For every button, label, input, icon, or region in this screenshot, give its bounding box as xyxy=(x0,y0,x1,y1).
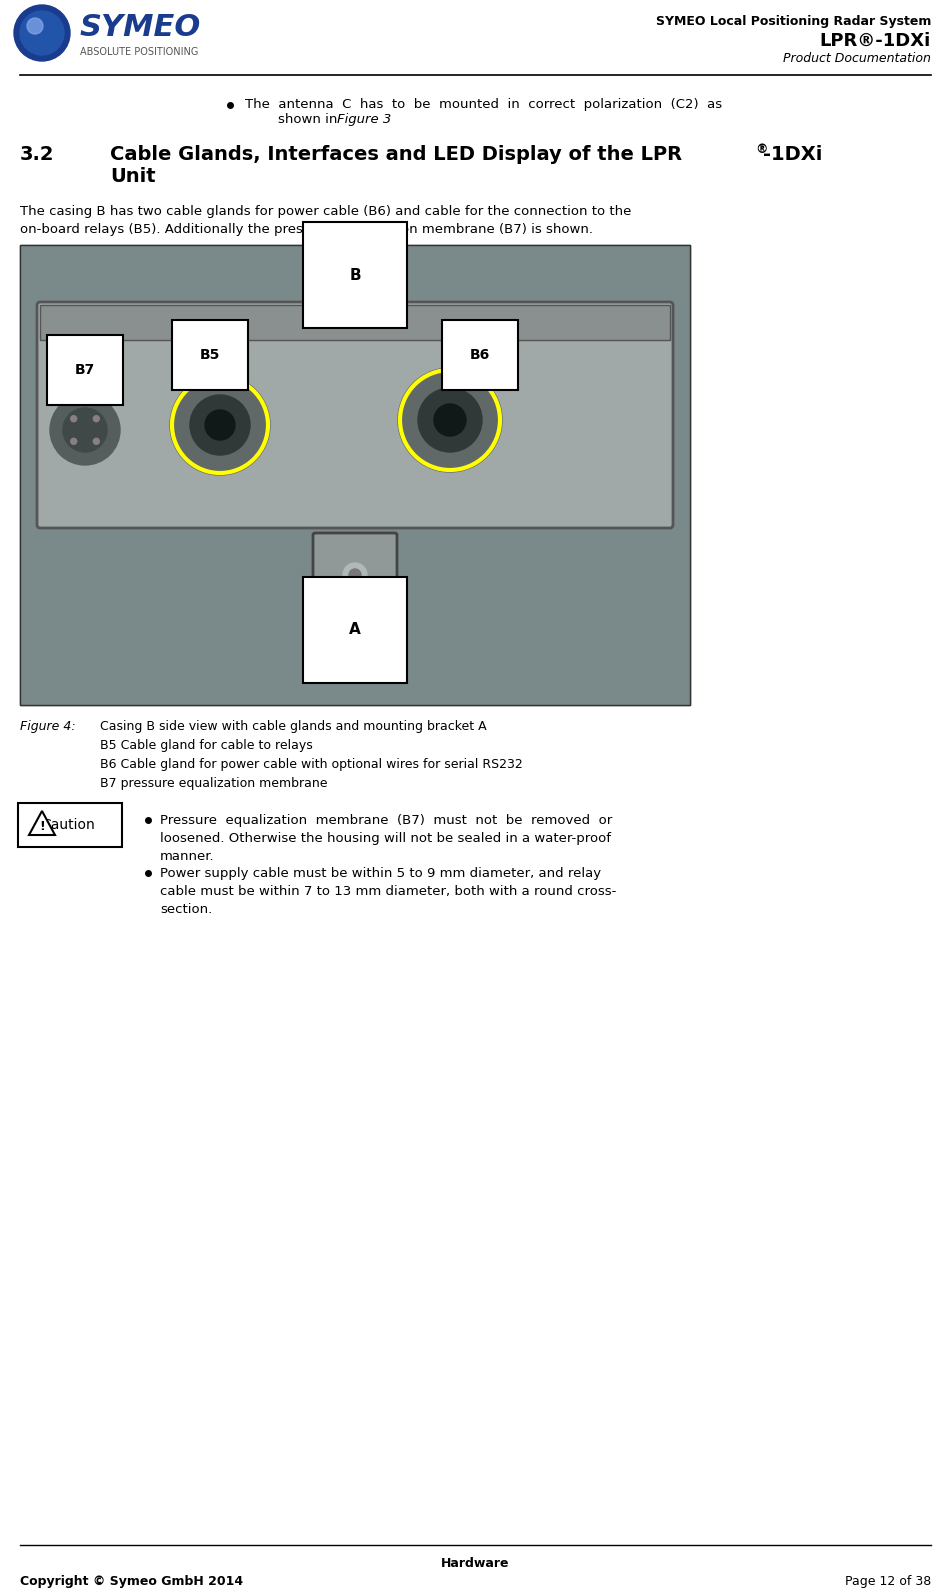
Text: Copyright © Symeo GmbH 2014: Copyright © Symeo GmbH 2014 xyxy=(20,1575,243,1588)
Circle shape xyxy=(70,416,77,422)
Circle shape xyxy=(93,438,99,444)
Text: B6: B6 xyxy=(470,347,490,362)
Text: SYMEO Local Positioning Radar System: SYMEO Local Positioning Radar System xyxy=(655,14,931,29)
Text: B7: B7 xyxy=(75,363,95,378)
Circle shape xyxy=(27,18,43,33)
Text: Page 12 of 38: Page 12 of 38 xyxy=(844,1575,931,1588)
Text: Unit: Unit xyxy=(110,167,156,186)
Circle shape xyxy=(70,438,77,444)
Circle shape xyxy=(14,5,70,61)
Circle shape xyxy=(20,11,64,56)
Text: ABSOLUTE POSITIONING: ABSOLUTE POSITIONING xyxy=(80,48,199,57)
Text: !: ! xyxy=(39,820,45,833)
FancyBboxPatch shape xyxy=(313,534,397,656)
Text: Pressure  equalization  membrane  (B7)  must  not  be  removed  or
loosened. Oth: Pressure equalization membrane (B7) must… xyxy=(160,814,612,863)
FancyBboxPatch shape xyxy=(20,245,690,706)
FancyBboxPatch shape xyxy=(37,303,673,527)
FancyBboxPatch shape xyxy=(20,245,690,706)
Text: Caution: Caution xyxy=(41,817,95,832)
Circle shape xyxy=(418,389,482,452)
Circle shape xyxy=(205,409,235,440)
Circle shape xyxy=(63,408,107,452)
FancyBboxPatch shape xyxy=(40,304,670,339)
Circle shape xyxy=(349,569,361,581)
Text: B: B xyxy=(349,268,360,282)
Circle shape xyxy=(190,395,250,456)
Text: ®: ® xyxy=(755,143,767,156)
Text: shown in: shown in xyxy=(278,113,341,126)
Text: LPR®-1DXi: LPR®-1DXi xyxy=(820,32,931,49)
Text: Product Documentation: Product Documentation xyxy=(783,53,931,65)
Circle shape xyxy=(343,562,367,586)
Text: Power supply cable must be within 5 to 9 mm diameter, and relay
cable must be wi: Power supply cable must be within 5 to 9… xyxy=(160,867,616,916)
Circle shape xyxy=(93,416,99,422)
Text: B5: B5 xyxy=(200,347,221,362)
Circle shape xyxy=(50,395,120,465)
Text: The casing B has two cable glands for power cable (B6) and cable for the connect: The casing B has two cable glands for po… xyxy=(20,205,631,236)
Text: Figure 4:: Figure 4: xyxy=(20,720,76,733)
Text: 3.2: 3.2 xyxy=(20,145,54,164)
Text: The  antenna  C  has  to  be  mounted  in  correct  polarization  (C2)  as: The antenna C has to be mounted in corre… xyxy=(245,99,722,112)
Text: Casing B side view with cable glands and mounting bracket A
B5 Cable gland for c: Casing B side view with cable glands and… xyxy=(100,720,523,790)
Circle shape xyxy=(434,405,466,436)
FancyBboxPatch shape xyxy=(18,803,122,847)
Text: Cable Glands, Interfaces and LED Display of the LPR: Cable Glands, Interfaces and LED Display… xyxy=(110,145,682,164)
Text: A: A xyxy=(349,623,360,637)
Text: Figure 3: Figure 3 xyxy=(337,113,391,126)
Text: SYMEO: SYMEO xyxy=(80,13,202,43)
Text: Hardware: Hardware xyxy=(440,1556,509,1571)
Circle shape xyxy=(398,368,502,472)
Polygon shape xyxy=(29,811,55,835)
Circle shape xyxy=(170,374,270,475)
Text: -1DXi: -1DXi xyxy=(763,145,823,164)
